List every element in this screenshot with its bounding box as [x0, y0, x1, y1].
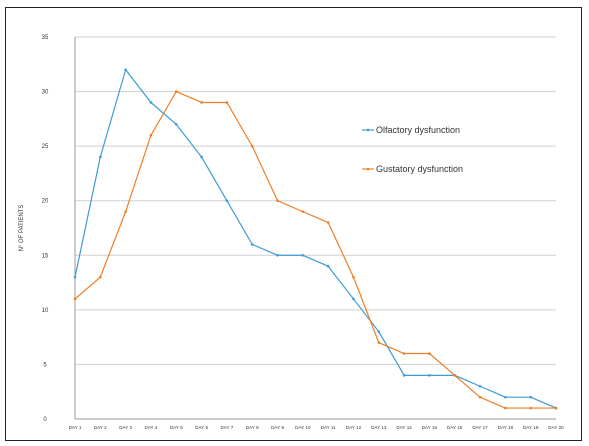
y-tick-label-0: 0: [43, 417, 47, 423]
data-point-s1-11: [326, 264, 330, 268]
data-point-s1-12: [352, 297, 355, 301]
data-point-s2-18: [504, 406, 507, 410]
data-point-s2-5: [174, 90, 178, 93]
data-point-s1-17: [478, 384, 482, 388]
data-point-s2-19: [529, 406, 532, 410]
x-tick-label-18: DAY 18: [498, 425, 514, 430]
data-point-s1-6: [200, 155, 203, 159]
x-tick-label-1: DAY 1: [69, 425, 82, 430]
data-point-s1-15: [428, 374, 431, 377]
x-tick-label-17: DAY 17: [472, 425, 488, 430]
data-point-s1-13: [377, 330, 381, 333]
y-tick-label-25: 25: [42, 144, 49, 150]
y-tick-label-10: 10: [42, 308, 49, 314]
x-tick-label-19: DAY 19: [523, 425, 539, 430]
y-tick-labels: 0 5 10 15 20 25 30 35: [42, 35, 49, 423]
data-point-s1-10: [301, 253, 305, 257]
line-chart: 0 5 10 15 20 25 30 35 DAY 1 DAY 2 DAY 3 DAY 4 DAY 5…: [19, 35, 565, 430]
data-point-s1-19: [529, 395, 532, 399]
x-tick-label-3: DAY 3: [119, 425, 132, 430]
data-point-s1-8: [250, 243, 254, 246]
data-point-s2-12: [352, 275, 355, 279]
data-point-s1-4: [149, 101, 153, 104]
x-tick-label-12: DAY 12: [346, 425, 362, 430]
x-tick-label-5: DAY 5: [170, 425, 183, 430]
x-tick-label-20: DAY 20: [548, 425, 564, 430]
x-tick-label-6: DAY 6: [195, 425, 208, 430]
x-tick-label-14: DAY 14: [396, 425, 412, 430]
data-point-s1-14: [402, 374, 406, 377]
x-tick-label-8: DAY 8: [246, 425, 259, 430]
data-point-s1-1: [73, 275, 77, 279]
data-point-s1-5: [174, 123, 178, 126]
data-point-s1-3: [124, 68, 127, 72]
grid-lines: [75, 36, 556, 420]
y-tick-label-20: 20: [42, 199, 49, 205]
x-tick-label-15: DAY 15: [422, 425, 438, 430]
data-point-s2-8: [250, 144, 254, 148]
legend: Olfactory dysfunction Gustatory dysfuncti…: [362, 125, 463, 174]
data-point-s2-4: [149, 133, 153, 137]
legend-label-2: Gustatory dysfunction: [376, 164, 463, 174]
x-tick-label-4: DAY 4: [145, 425, 158, 430]
y-tick-label-5: 5: [43, 362, 47, 368]
axes: [74, 37, 556, 420]
data-point-s2-10: [301, 210, 305, 213]
x-tick-label-11: DAY 11: [321, 425, 337, 430]
legend-marker-2: [366, 167, 370, 171]
data-point-s1-2: [99, 155, 102, 159]
data-point-s2-1: [73, 297, 77, 301]
data-point-s2-15: [428, 352, 431, 355]
y-tick-label-35: 35: [42, 35, 49, 41]
x-tick-label-13: DAY 13: [371, 425, 387, 430]
series-line-1: [74, 69, 557, 409]
data-point-s2-17: [478, 395, 482, 399]
data-point-s1-18: [504, 395, 507, 399]
data-point-s2-13: [377, 341, 381, 344]
data-point-s2-20: [554, 406, 558, 410]
x-tick-label-9: DAY 9: [271, 425, 284, 430]
data-point-s2-7: [225, 101, 229, 104]
x-tick-label-7: DAY 7: [220, 425, 233, 430]
x-tick-labels: DAY 1 DAY 2 DAY 3 DAY 4 DAY 5 DAY 6 DAY 7 DAY 8…: [69, 425, 565, 430]
data-point-s2-6: [200, 101, 203, 104]
x-tick-label-16: DAY 16: [447, 425, 463, 430]
data-point-s2-11: [326, 221, 330, 224]
data-point-s2-14: [402, 352, 406, 355]
series-lines: [73, 68, 558, 410]
legend-label-1: Olfactory dysfunction: [376, 125, 460, 135]
y-tick-label-15: 15: [42, 253, 49, 259]
data-point-s2-9: [276, 199, 279, 203]
data-point-s2-16: [453, 374, 457, 377]
data-point-s2-2: [99, 275, 102, 279]
chart-frame: 0 5 10 15 20 25 30 35 DAY 1 DAY 2 DAY 3 DAY 4 DAY 5…: [5, 7, 582, 441]
x-tick-label-10: DAY 10: [295, 425, 311, 430]
data-point-s1-7: [225, 199, 229, 203]
legend-marker-1: [366, 128, 370, 132]
data-point-s2-3: [124, 210, 127, 213]
series-line-2: [74, 90, 556, 409]
x-tick-label-2: DAY 2: [94, 425, 107, 430]
y-tick-label-30: 30: [42, 90, 49, 96]
y-axis-label: N° OF PATIENTS: [19, 205, 25, 252]
data-point-s1-9: [276, 253, 279, 257]
